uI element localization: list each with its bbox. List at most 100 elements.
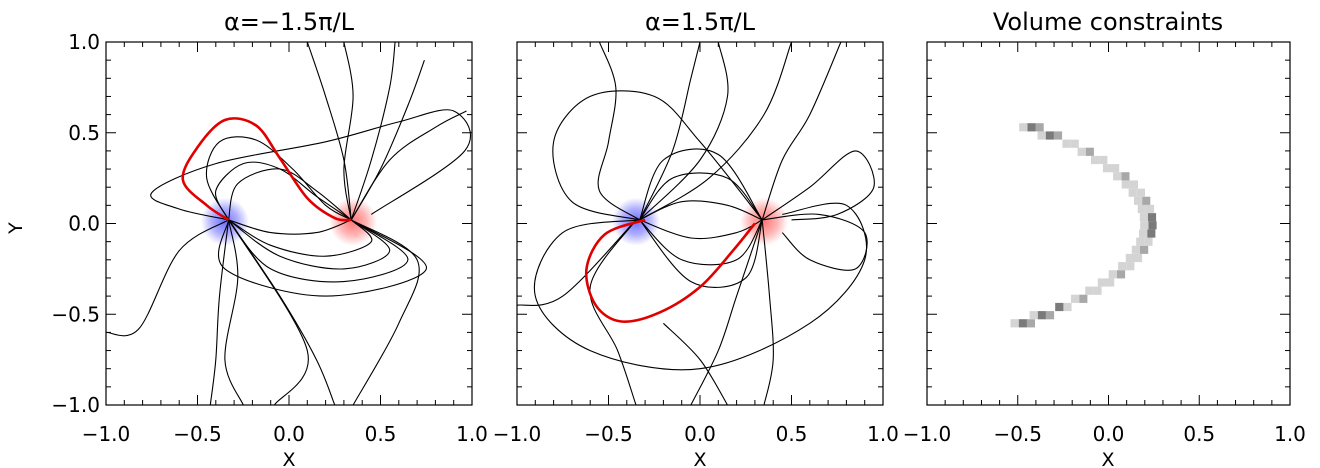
highlighted-field-line: [584, 218, 756, 323]
constraint-cell: [1026, 319, 1035, 328]
x-tick-label: −0.5: [584, 422, 633, 446]
constraint-cell: [1145, 204, 1155, 214]
panel-3-frame: [926, 41, 1291, 406]
panel-1-plot: −1.0 −0.5 0.0 0.5 1.0 −1.0 −0.5 0.0 0.5 1.0: [51, 30, 487, 446]
y-tick-label: 1.0: [68, 30, 100, 54]
constraint-cell: [1147, 213, 1157, 222]
constraint-cell: [1116, 270, 1126, 279]
field-line: [639, 172, 763, 221]
panel-3: Volume constraints −1.0 −0.5 0.0 0.5 1.0 X: [903, 8, 1306, 468]
field-line: [228, 219, 309, 405]
constraint-cell: [1147, 229, 1156, 238]
field-line: [533, 202, 867, 371]
panel-1-frame: [105, 41, 473, 406]
constraint-cell: [1111, 164, 1120, 173]
constraint-cell: [1037, 311, 1046, 320]
x-tick-label: 0.0: [684, 422, 716, 446]
constraint-cell: [1139, 213, 1148, 222]
field-line: [343, 42, 354, 220]
field-line: [306, 42, 352, 220]
constraint-cell: [1126, 262, 1135, 271]
constraint-cell: [1142, 196, 1151, 205]
field-line: [350, 219, 420, 405]
constraint-cell: [1091, 155, 1100, 165]
constraint-cell: [1077, 147, 1086, 156]
x-tick-label: −1.0: [82, 422, 131, 446]
field-line: [589, 219, 637, 405]
constraint-cell: [1035, 123, 1044, 132]
field-line: [639, 219, 763, 288]
constraint-cell: [1079, 294, 1088, 303]
constraint-cell: [1071, 294, 1080, 303]
constraint-cell: [1133, 253, 1143, 263]
constraint-cell: [1070, 139, 1079, 148]
constraint-cell: [1121, 180, 1130, 189]
field-line: [639, 219, 763, 266]
x-tick-label: 0.5: [1183, 422, 1215, 446]
constraint-cell: [1140, 221, 1149, 230]
x-tick-label: 0.0: [273, 422, 305, 446]
field-line: [639, 42, 701, 221]
field-line: [690, 219, 763, 405]
x-tick-label: 0.5: [776, 422, 808, 446]
y-tick-label: 0.5: [68, 121, 100, 145]
field-line: [350, 60, 425, 221]
constraint-cell: [1029, 311, 1038, 320]
constraint-cell: [1085, 147, 1094, 156]
panel-2-xlabel: X: [693, 449, 706, 468]
constraint-cell: [1108, 270, 1117, 279]
constraint-cell: [1106, 278, 1115, 287]
panel-3-xlabel: X: [1101, 449, 1114, 468]
panel-2-title: α=1.5π/L: [645, 8, 756, 36]
constraint-cell: [1045, 131, 1054, 140]
panel-1-ylabel: Y: [5, 222, 27, 235]
x-tick-label: 1.0: [867, 422, 899, 446]
y-tick-label: −1.0: [51, 393, 100, 417]
field-line: [761, 219, 774, 405]
panel-1: α=−1.5π/L −1.0 −0.5 0.0 0.5 1.0 −1.0 −0.5 0.0 0.…: [5, 8, 488, 468]
panel-1-xlabel: X: [282, 449, 295, 468]
panel-2-content: [517, 42, 875, 405]
field-line: [228, 219, 352, 235]
field-line: [350, 42, 396, 221]
panel-3-ticks: [926, 41, 1291, 406]
x-tick-label: −1.0: [903, 422, 952, 446]
panel-3-content: [1010, 123, 1157, 328]
field-line: [150, 109, 471, 221]
field-line: [597, 42, 640, 221]
constraint-cell: [1139, 229, 1148, 238]
y-tick-label: −0.5: [51, 302, 100, 326]
constraint-cell: [1129, 180, 1138, 189]
field-line: [639, 42, 729, 221]
constraint-cell: [1053, 131, 1063, 140]
field-line: [228, 219, 391, 270]
field-line: [228, 219, 373, 257]
panel-3-title: Volume constraints: [993, 8, 1223, 36]
panel-2: α=1.5π/L −1.0 −0.5 0.0 0.5 1.0 X: [493, 8, 899, 468]
highlighted-field-line: [181, 117, 352, 222]
field-line: [663, 322, 728, 405]
constraint-cell: [1063, 302, 1072, 312]
constraint-cell: [1102, 164, 1112, 173]
panel-1-ticks: [105, 41, 473, 406]
field-line: [639, 148, 763, 221]
constraint-cell: [1097, 278, 1106, 287]
field-line: [228, 219, 409, 283]
constraint-cell: [1128, 188, 1137, 197]
constraint-cell: [1099, 155, 1108, 165]
field-line: [552, 90, 763, 221]
panel-2-ticks: [516, 41, 884, 406]
constraint-cell: [1045, 311, 1055, 320]
constraint-cell: [1125, 253, 1134, 263]
constraint-cell: [1131, 245, 1140, 254]
constraint-cell: [1118, 262, 1127, 271]
y-tick-label: 0.0: [68, 212, 100, 236]
constraint-cell: [1019, 123, 1028, 132]
field-line: [761, 150, 875, 221]
panel-3-plot: −1.0 −0.5 0.0 0.5 1.0: [903, 41, 1306, 446]
panel-1-title: α=−1.5π/L: [224, 8, 355, 36]
constraint-cell: [1093, 286, 1102, 295]
constraint-cell: [1113, 172, 1122, 181]
field-line: [205, 136, 352, 221]
